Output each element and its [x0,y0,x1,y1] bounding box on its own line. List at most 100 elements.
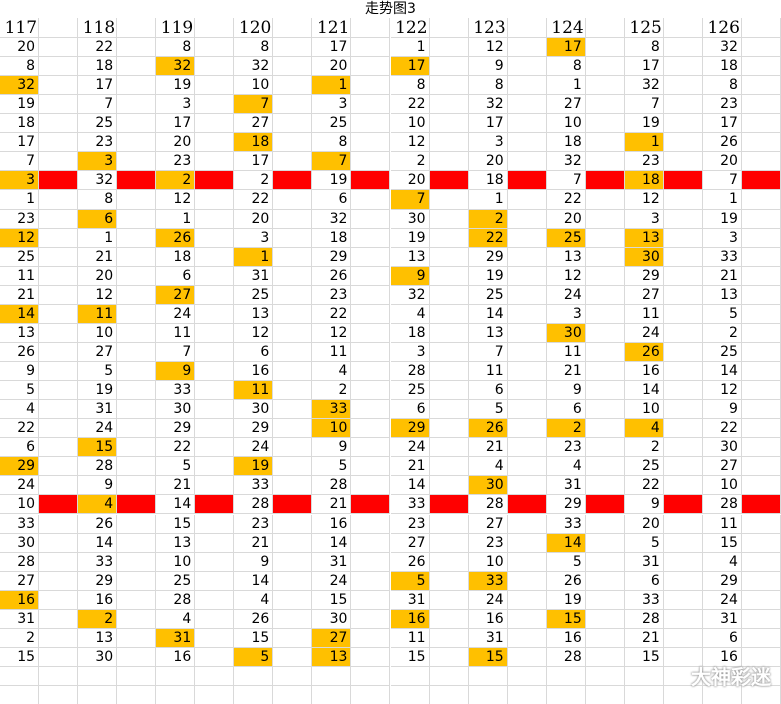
cell-value: 7 [260,96,270,113]
cell-value: 14 [485,305,504,322]
cell-value: 8 [26,58,36,75]
cell-value: 29 [95,572,114,589]
cell [390,57,430,77]
cell-value: 22 [720,420,738,437]
cell [741,152,781,172]
cell [156,133,196,153]
cell-value: 13 [485,324,504,341]
cell [234,686,274,704]
cell [390,381,430,401]
cell [429,419,469,439]
cell-value: 5 [182,458,192,475]
cell-value: 29 [173,420,192,437]
cell [741,571,781,591]
cell [0,590,40,610]
cell [117,552,157,572]
cell [624,666,664,687]
cell-value: 24 [329,572,348,589]
cell [702,114,742,134]
cell [195,342,235,362]
cell [195,438,235,458]
cell [234,419,274,439]
cell [234,438,274,458]
cell [390,571,430,591]
cell [195,285,235,305]
cell [663,323,703,343]
cell [273,495,313,515]
column-header: 125 [629,18,662,38]
watermark: 大神彩迷 [691,665,771,689]
cell [273,342,313,362]
cell [39,133,79,153]
cell [195,571,235,591]
cell-value: 1 [494,191,504,208]
cell-value: 3 [26,172,36,189]
cell-value: 10 [642,401,660,418]
cell [429,323,469,343]
cell [195,628,235,648]
cell [507,400,547,420]
cell [234,152,274,172]
cell-value: 19 [17,96,36,113]
cell-value: 24 [563,286,582,303]
cell [429,628,469,648]
cell [508,686,547,704]
cell-value: 30 [720,439,738,456]
cell [0,666,40,687]
cell [78,590,118,610]
cell [702,666,742,687]
cell [0,18,40,38]
cell [664,686,703,704]
cell-value: 4 [182,610,192,627]
cell [273,686,313,704]
cell [702,285,742,305]
cell [78,514,118,534]
cell-value: 4 [650,420,660,437]
cell-value: 31 [95,401,114,418]
cell [0,209,40,229]
cell-value: 3 [572,305,582,322]
cell [390,285,430,305]
cell [585,609,625,629]
cell-value: 13 [17,324,36,341]
cell [663,609,703,629]
cell-value: 31 [563,477,582,494]
cell [546,533,586,553]
cell-value: 24 [642,324,660,341]
cell [624,400,664,420]
cell-value: 6 [260,343,270,360]
cell [429,38,469,58]
cell [741,438,781,458]
cell [663,285,703,305]
cell [39,114,79,134]
cell [663,133,703,153]
cell-value: 9 [416,267,426,284]
cell [195,266,235,286]
cell [39,209,79,229]
cell [234,381,274,401]
cell [546,666,586,687]
cell [195,304,235,324]
cell-value: 20 [407,172,426,189]
cell-value: 21 [563,363,582,380]
cell [312,476,352,496]
cell [429,228,469,248]
cell [429,247,469,267]
cell-value: 21 [251,534,270,551]
cell [195,114,235,134]
cell-value: 7 [104,96,114,113]
cell-value: 26 [251,610,270,627]
cell [195,95,235,115]
cell [195,247,235,267]
cell [429,57,469,77]
cell-value: 33 [407,496,426,513]
cell-value: 26 [642,343,660,360]
cell [0,400,40,420]
cell [390,95,430,115]
cell [273,228,313,248]
cell-value: 14 [563,534,582,551]
cell [234,323,274,343]
cell [39,495,79,515]
cell-value: 19 [485,267,504,284]
cell [312,209,352,229]
